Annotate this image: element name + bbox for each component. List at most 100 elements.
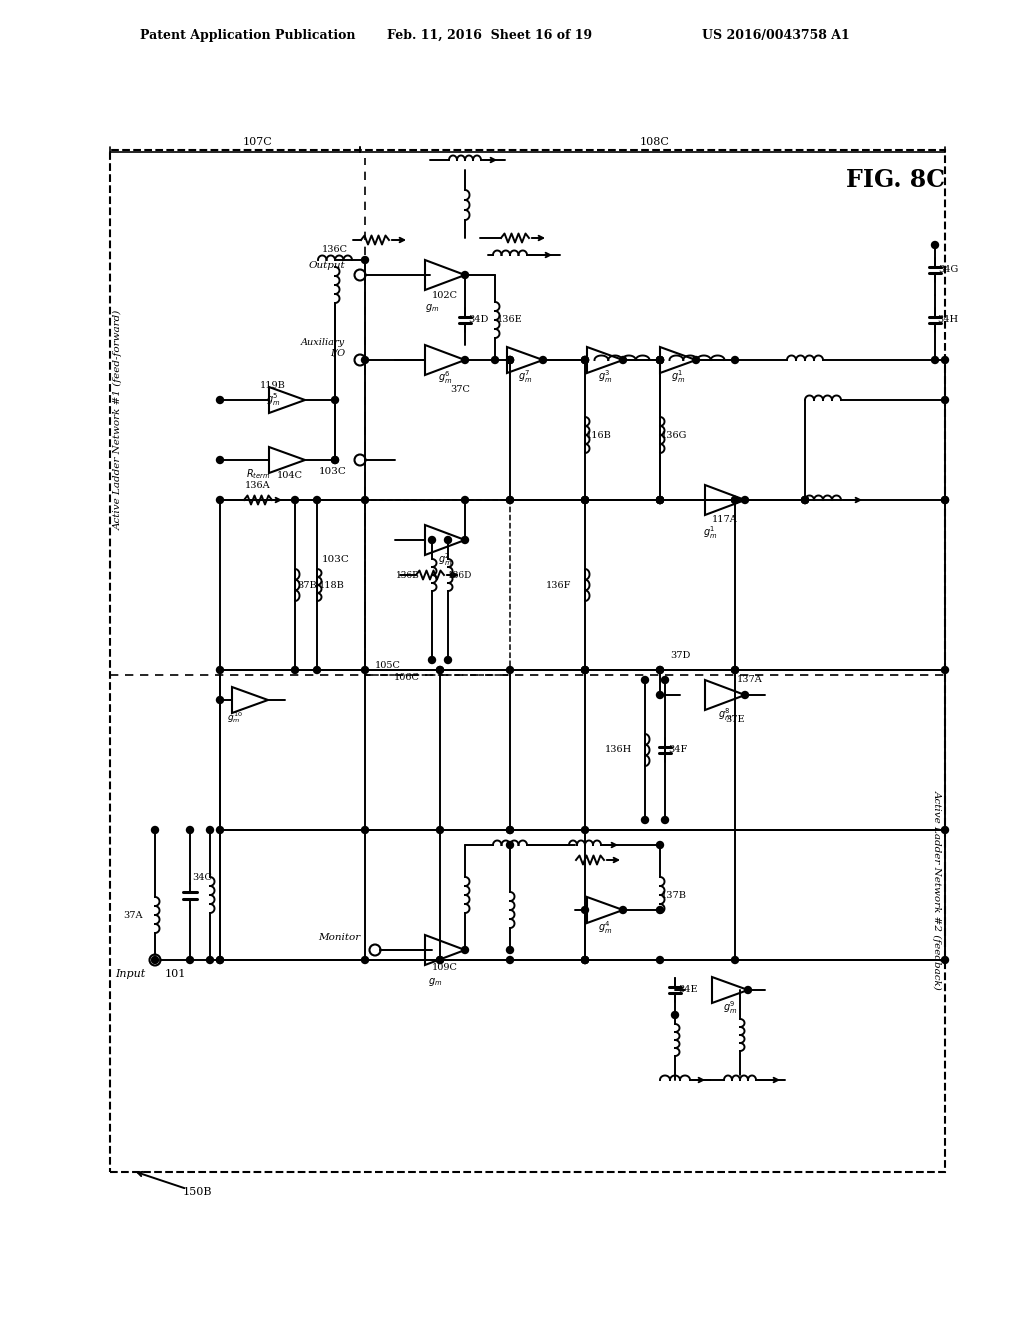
Circle shape [656,496,664,503]
Circle shape [428,536,435,544]
Circle shape [507,356,513,363]
Circle shape [941,496,948,503]
Circle shape [582,496,589,503]
Circle shape [582,667,589,673]
Circle shape [731,496,738,503]
Circle shape [582,826,589,833]
Circle shape [332,457,339,463]
Text: $g_m^5$: $g_m^5$ [266,392,281,408]
Text: 102C: 102C [432,290,458,300]
Circle shape [207,957,213,964]
Circle shape [582,667,589,673]
Text: 136F: 136F [546,581,571,590]
Text: 107C: 107C [243,137,272,147]
Circle shape [361,496,369,503]
Circle shape [582,957,589,964]
Text: $g_m^3$: $g_m^3$ [598,368,612,385]
Circle shape [941,957,948,964]
Circle shape [656,957,664,964]
Circle shape [216,957,223,964]
Text: Monitor: Monitor [317,933,360,942]
Circle shape [507,826,513,833]
Circle shape [802,496,809,503]
Circle shape [462,536,469,544]
Text: 103C: 103C [323,556,350,565]
Text: Patent Application Publication: Patent Application Publication [140,29,355,41]
Circle shape [656,842,664,849]
Circle shape [361,256,369,264]
Circle shape [941,667,948,673]
Circle shape [361,356,369,363]
Text: Active Ladder Network #1 (feed-forward): Active Ladder Network #1 (feed-forward) [114,310,123,531]
Circle shape [361,826,369,833]
Text: $g_m^8$: $g_m^8$ [718,706,732,723]
Circle shape [582,496,589,503]
Circle shape [656,356,664,363]
Circle shape [216,826,223,833]
Text: $g_m^9$: $g_m^9$ [723,999,737,1016]
Text: $g_m^2$: $g_m^2$ [438,552,453,569]
Circle shape [462,946,469,953]
Circle shape [216,496,223,503]
Circle shape [692,356,699,363]
Circle shape [313,496,321,503]
Circle shape [656,496,664,503]
Circle shape [428,656,435,664]
Circle shape [582,907,589,913]
Circle shape [507,957,513,964]
Circle shape [582,957,589,964]
Circle shape [436,957,443,964]
Circle shape [152,826,159,833]
Text: $g_m^1$: $g_m^1$ [671,368,685,385]
Text: $g_m^1$: $g_m^1$ [702,524,717,541]
Text: US 2016/0043758 A1: US 2016/0043758 A1 [702,29,850,41]
Circle shape [656,356,664,363]
Circle shape [656,496,664,503]
Circle shape [802,496,809,503]
Circle shape [582,667,589,673]
Bar [110,150,945,1172]
Text: 34E: 34E [678,986,697,994]
Text: 106C: 106C [394,672,420,681]
Text: 137B: 137B [662,891,687,899]
Circle shape [641,817,648,824]
Circle shape [507,667,513,673]
Text: Auxiliary
I/O: Auxiliary I/O [301,338,345,358]
Text: 34H: 34H [937,315,958,325]
Circle shape [436,667,443,673]
Text: Feb. 11, 2016  Sheet 16 of 19: Feb. 11, 2016 Sheet 16 of 19 [387,29,593,41]
Circle shape [444,656,452,664]
Text: 34F: 34F [669,746,688,755]
Text: 104C: 104C [278,470,303,479]
Text: 136D: 136D [447,570,472,579]
Text: Output: Output [308,260,345,269]
Text: $g_m$: $g_m$ [425,302,439,314]
Circle shape [941,356,948,363]
Circle shape [492,356,499,363]
Circle shape [361,957,369,964]
Circle shape [582,356,589,363]
Text: 136H: 136H [605,746,632,755]
Circle shape [152,957,159,964]
Circle shape [462,356,469,363]
Text: 101: 101 [165,969,186,979]
Circle shape [444,536,452,544]
Circle shape [462,496,469,503]
Text: 37D: 37D [670,651,690,660]
Circle shape [620,907,627,913]
Text: $g_m^{10}$: $g_m^{10}$ [227,710,243,726]
Text: 136C: 136C [322,246,348,255]
Circle shape [507,842,513,849]
Text: 37B: 37B [297,581,316,590]
Bar [365,500,510,675]
Text: $g_m^7$: $g_m^7$ [518,368,532,385]
Circle shape [731,667,738,673]
Circle shape [507,826,513,833]
Text: 136A: 136A [245,482,270,491]
Circle shape [741,692,749,698]
Circle shape [656,692,664,698]
Text: 105C: 105C [375,660,401,669]
Text: 108C: 108C [640,137,670,147]
Circle shape [941,826,948,833]
Text: FIG. 8C: FIG. 8C [846,168,944,191]
